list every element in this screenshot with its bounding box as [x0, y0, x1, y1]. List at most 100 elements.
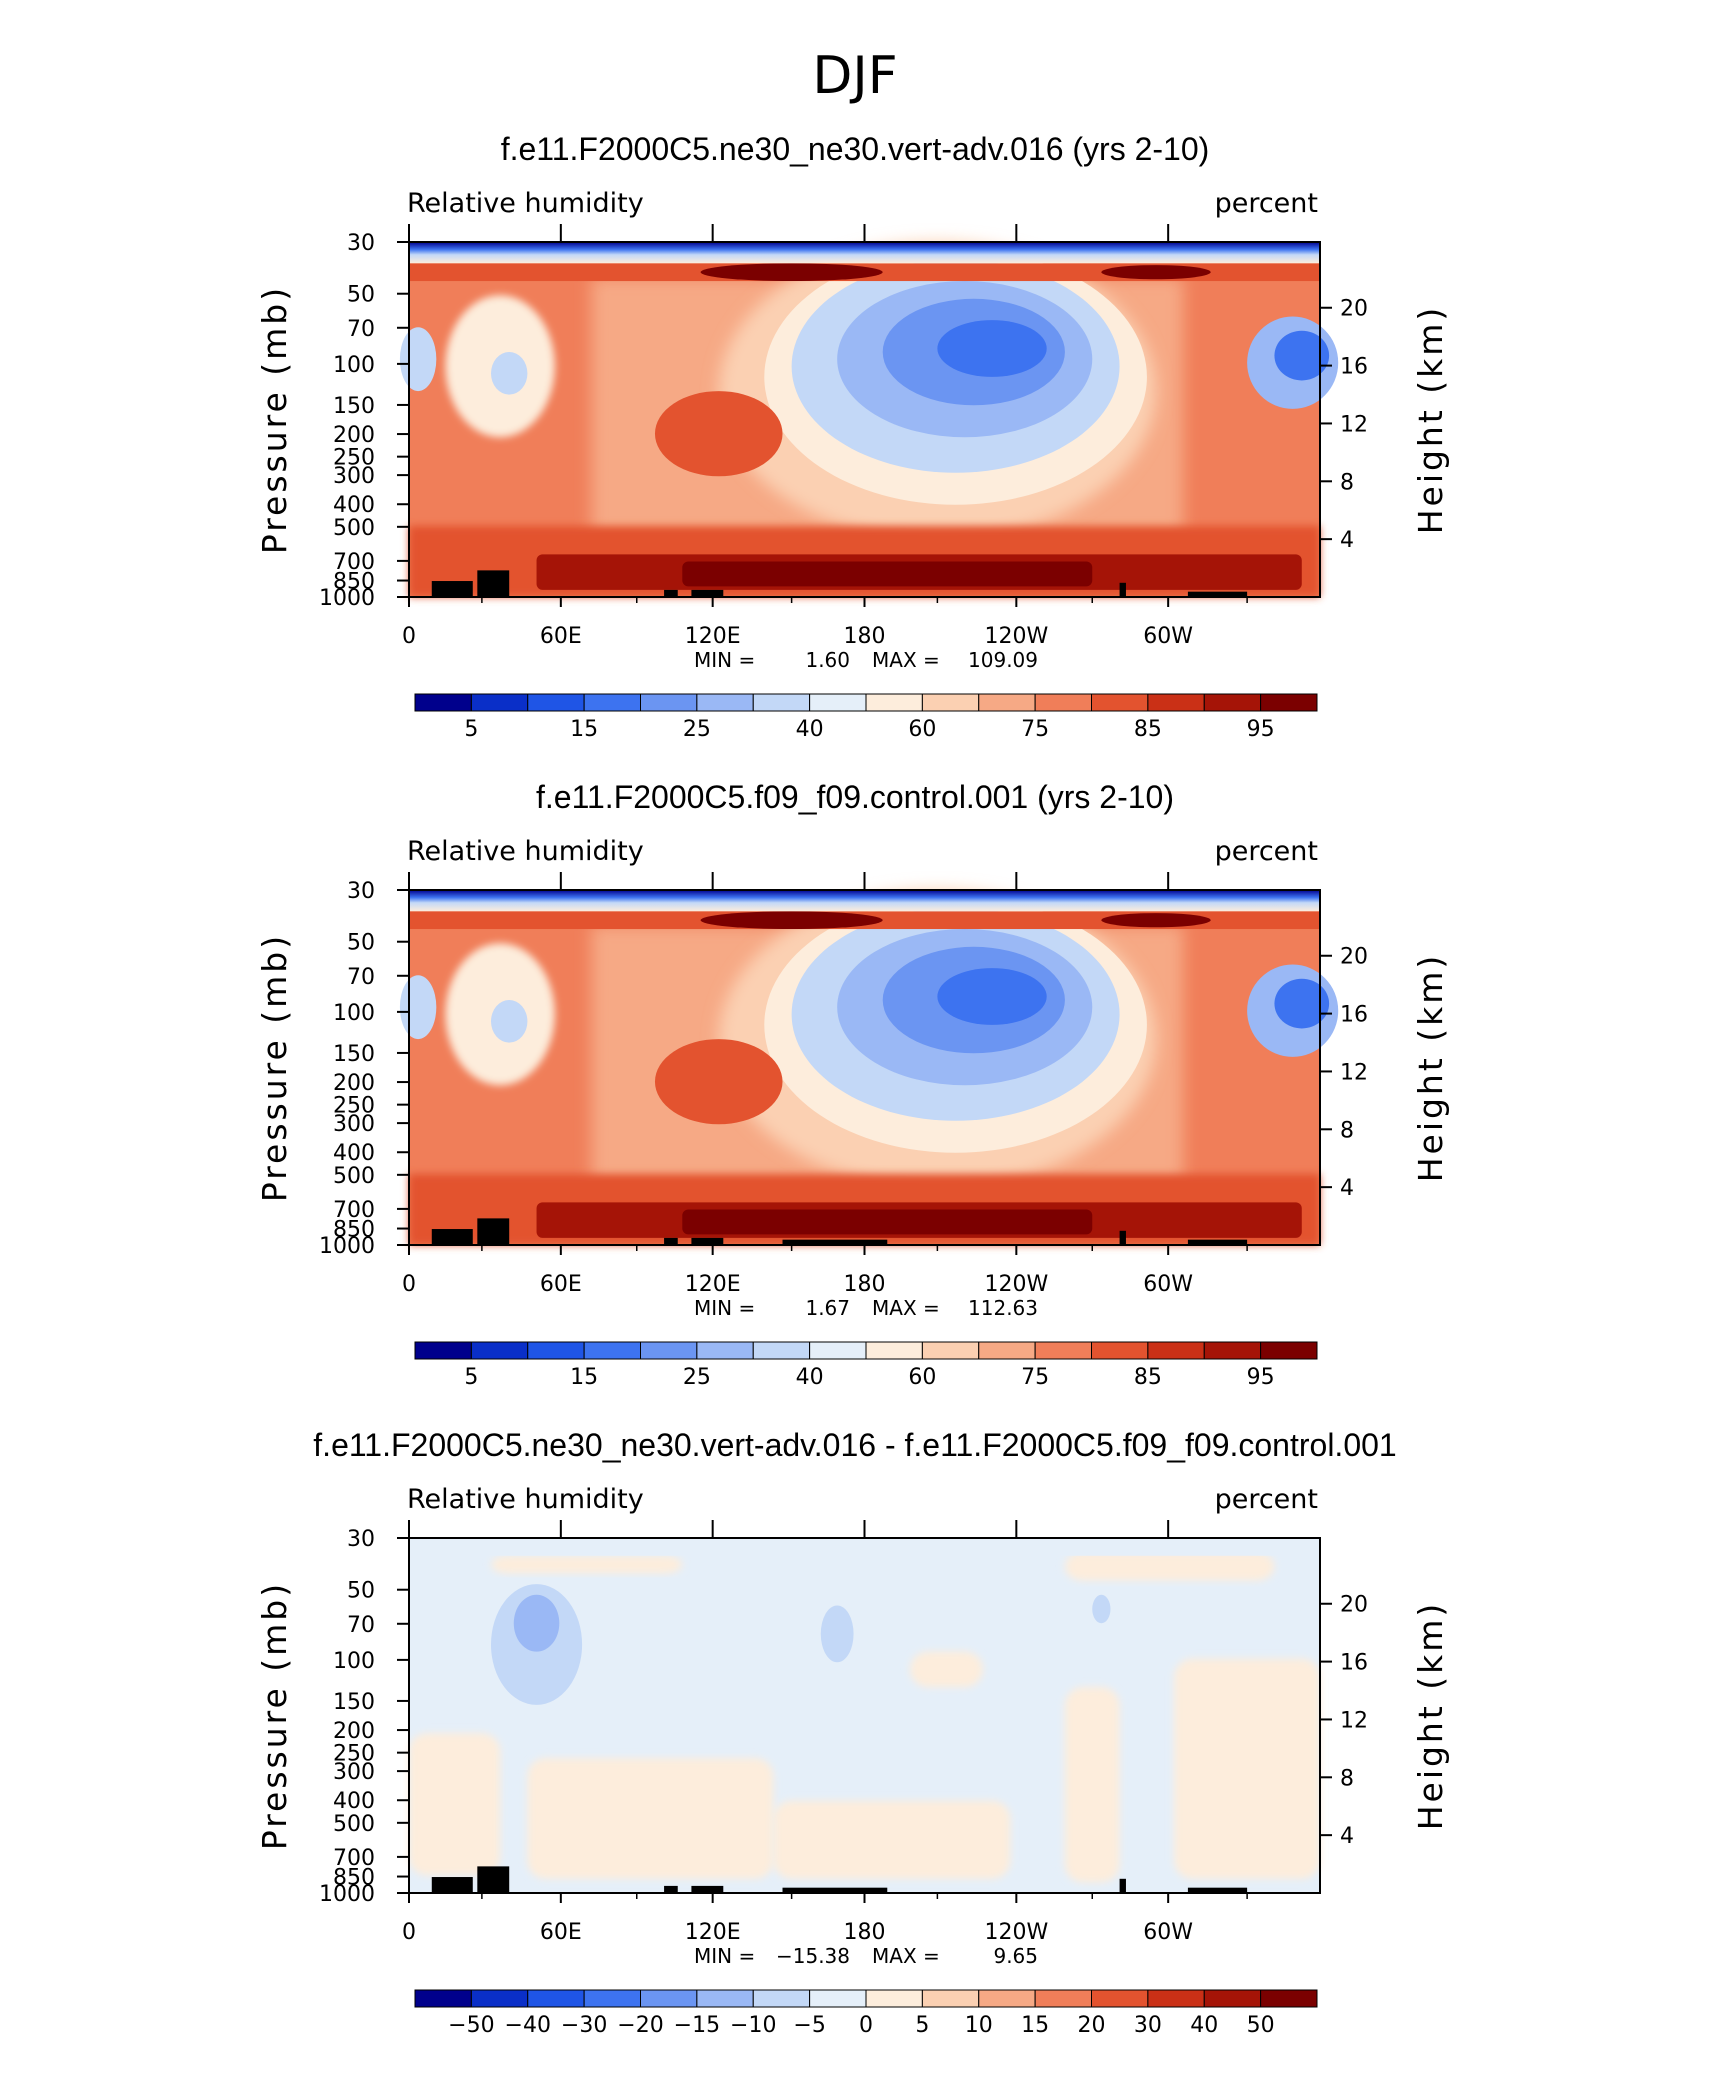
dry-region	[399, 327, 437, 392]
topography-mask	[431, 1877, 473, 1893]
y-tick-label: 250	[333, 446, 375, 471]
topography-mask	[1187, 591, 1248, 597]
panel-1: f.e11.F2000C5.ne30_ne30.vert-adv.016 (yr…	[255, 131, 1450, 742]
tropopause-band	[700, 263, 883, 282]
colorbar-swatch	[1203, 1341, 1262, 1360]
colorbar-swatch	[1260, 693, 1318, 712]
negative-anomaly-region	[820, 1605, 854, 1663]
colorbar-swatch	[470, 1989, 529, 2008]
y-right-tick-label: 12	[1340, 412, 1368, 437]
y-tick-label: 50	[347, 283, 375, 308]
positive-anomaly-region	[1174, 1658, 1320, 1879]
moist-region	[654, 391, 783, 477]
min-value: 1.67	[805, 1296, 850, 1320]
y-axis-title: Pressure (mb)	[255, 285, 294, 554]
positive-anomaly-region	[490, 1555, 683, 1574]
topography-mask	[664, 589, 678, 597]
max-label: MAX =	[872, 1296, 940, 1320]
dry-region	[490, 1000, 528, 1043]
y-tick-label: 400	[333, 1141, 375, 1166]
colorbar-label: −10	[730, 2013, 776, 2038]
y-tick-label: 300	[333, 1760, 375, 1785]
max-value: 112.63	[968, 1296, 1038, 1320]
y-right-tick-label: 8	[1340, 1118, 1354, 1143]
y-right-tick-label: 4	[1340, 1824, 1354, 1849]
y-tick-label: 250	[333, 1094, 375, 1119]
x-tick-label: 120E	[685, 1272, 741, 1297]
variable-label: Relative humidity	[407, 836, 644, 867]
y-right-axis-title: Height (km)	[1411, 305, 1450, 535]
colorbar-swatch	[1091, 1989, 1149, 2008]
y-tick-label: 700	[333, 550, 375, 575]
x-tick-label: 0	[402, 1272, 416, 1297]
y-tick-label: 100	[333, 353, 375, 378]
colorbar-swatch	[752, 1341, 811, 1360]
topography-mask	[1187, 1239, 1248, 1245]
y-tick-label: 850	[333, 570, 375, 595]
y-tick-label: 700	[333, 1846, 375, 1871]
positive-anomaly-region	[910, 1651, 983, 1688]
max-label: MAX =	[872, 1944, 940, 1968]
boundary-layer	[682, 1209, 1093, 1235]
colorbar-label: 60	[908, 717, 936, 742]
y-tick-label: 400	[333, 1789, 375, 1814]
panel-title: f.e11.F2000C5.ne30_ne30.vert-adv.016 - f…	[313, 1427, 1396, 1463]
colorbar-swatch	[414, 1989, 472, 2008]
dry-region	[1274, 978, 1330, 1029]
x-tick-label: 0	[402, 1920, 416, 1945]
colorbar-swatch	[1034, 1341, 1092, 1360]
y-tick-label: 30	[347, 879, 375, 904]
colorbar-label: 15	[570, 1365, 598, 1390]
x-tick-label: 60W	[1143, 1920, 1193, 1945]
y-right-tick-label: 8	[1340, 1766, 1354, 1791]
x-tick-label: 120W	[984, 624, 1048, 649]
colorbar-label: 10	[965, 2013, 993, 2038]
topography-mask	[1119, 1878, 1126, 1893]
positive-anomaly-region	[1064, 1687, 1120, 1883]
min-label: MIN =	[694, 1296, 755, 1320]
colorbar-swatch	[978, 693, 1036, 712]
negative-anomaly-region	[1092, 1594, 1111, 1624]
x-tick-label: 180	[844, 1272, 886, 1297]
x-tick-label: 120W	[984, 1272, 1048, 1297]
upper-band	[409, 1538, 1320, 1556]
y-tick-label: 30	[347, 231, 375, 256]
positive-anomaly-region	[527, 1758, 774, 1879]
colorbar-swatch	[470, 693, 529, 712]
dry-region	[1274, 330, 1330, 381]
colorbar-swatch	[696, 693, 754, 712]
y-tick-label: 200	[333, 1719, 375, 1744]
y-tick-label: 200	[333, 1071, 375, 1096]
colorbar-label: 75	[1021, 1365, 1049, 1390]
tropopause-band	[1101, 913, 1211, 928]
min-value: 1.60	[805, 648, 850, 672]
x-tick-label: 60E	[540, 1920, 582, 1945]
variable-label: Relative humidity	[407, 188, 644, 219]
colorbar-swatch	[1203, 693, 1262, 712]
y-right-tick-label: 16	[1340, 1003, 1368, 1028]
y-axis-title: Pressure (mb)	[255, 933, 294, 1202]
colorbar-label: 30	[1134, 2013, 1162, 2038]
colorbar-label: 85	[1134, 1365, 1162, 1390]
x-tick-label: 120E	[685, 624, 741, 649]
stratosphere-band	[409, 890, 1320, 912]
y-right-tick-label: 16	[1340, 355, 1368, 380]
topography-mask	[691, 1885, 724, 1893]
colorbar-swatch	[583, 1341, 641, 1360]
tropopause-band	[700, 911, 883, 930]
y-right-tick-label: 20	[1340, 945, 1368, 970]
x-tick-label: 60W	[1143, 1272, 1193, 1297]
tropopause-band	[1101, 265, 1211, 280]
colorbar-label: 5	[464, 1365, 478, 1390]
topography-mask	[782, 1239, 888, 1245]
topography-mask	[431, 581, 473, 597]
colorbar-swatch	[1147, 1341, 1205, 1360]
colorbar-label: −5	[793, 2013, 825, 2038]
topography-mask	[477, 1866, 510, 1893]
y-tick-label: 1000	[319, 586, 375, 611]
topography-mask	[691, 589, 724, 597]
colorbar-label: 5	[915, 2013, 929, 2038]
y-tick-label: 500	[333, 1812, 375, 1837]
x-tick-label: 0	[402, 624, 416, 649]
y-tick-label: 150	[333, 1042, 375, 1067]
